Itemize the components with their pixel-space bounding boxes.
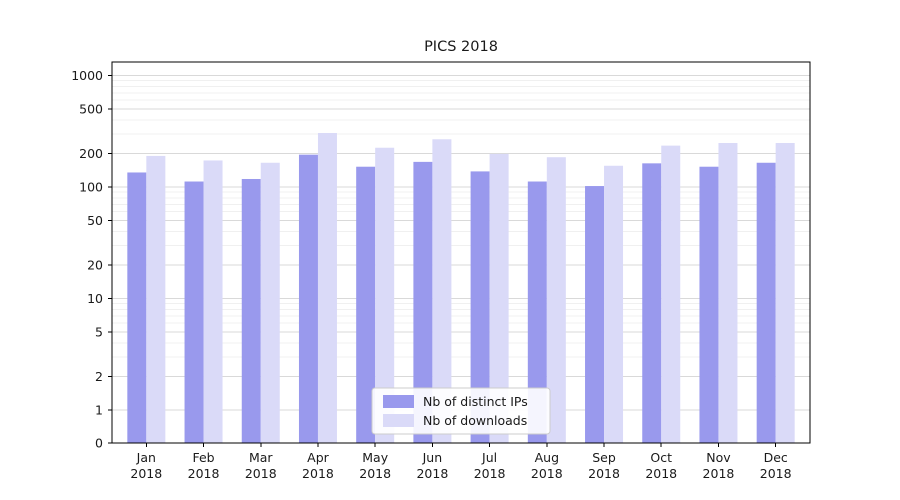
y-tick-label: 100 <box>79 180 103 195</box>
bar-nb-of-downloads-jan <box>146 155 166 443</box>
x-tick-label-month: Oct <box>650 450 672 465</box>
x-tick-label-month: Jan <box>136 450 156 465</box>
x-tick-label-year: 2018 <box>416 466 448 481</box>
x-tick-label-month: Dec <box>764 450 788 465</box>
x-tick-label-year: 2018 <box>588 466 620 481</box>
x-axis: Jan2018Feb2018Mar2018Apr2018May2018Jun20… <box>130 443 792 481</box>
major-gridlines <box>112 75 810 411</box>
x-tick-label-year: 2018 <box>302 466 334 481</box>
x-tick-label-month: Apr <box>307 450 329 465</box>
legend-label-nb-of-distinct-ips: Nb of distinct IPs <box>423 394 528 409</box>
y-tick-label: 10 <box>87 291 103 306</box>
y-axis: 0 1 2 5 10 20 50 100 200 500 1000 <box>71 68 112 451</box>
legend-swatch-nb-of-downloads <box>383 414 414 427</box>
y-tick-label: 1 <box>95 403 103 418</box>
minor-gridlines <box>112 80 810 358</box>
y-tick-label: 0 <box>95 436 103 451</box>
bar-nb-of-distinct-ips-mar <box>241 178 261 443</box>
x-tick-label-year: 2018 <box>703 466 735 481</box>
x-tick-label-year: 2018 <box>474 466 506 481</box>
bar-nb-of-distinct-ips-may <box>356 166 376 444</box>
bar-nb-of-downloads-oct <box>661 145 681 444</box>
bar-nb-of-distinct-ips-jul <box>470 171 490 443</box>
x-tick-label-year: 2018 <box>760 466 792 481</box>
legend-box <box>371 387 551 435</box>
y-tick-label: 20 <box>87 257 103 272</box>
bar-nb-of-downloads-jun <box>432 139 452 443</box>
bar-nb-of-downloads-dec <box>775 143 795 444</box>
y-tick-label: 50 <box>87 213 103 228</box>
bar-nb-of-downloads-feb <box>203 160 223 443</box>
legend: Nb of distinct IPs Nb of downloads <box>371 387 551 435</box>
bar-nb-of-distinct-ips-dec <box>756 162 776 443</box>
y-tick-label: 2 <box>95 369 103 384</box>
bar-nb-of-distinct-ips-nov <box>699 166 719 444</box>
y-tick-label: 200 <box>79 146 103 161</box>
chart-title: PICS 2018 <box>424 39 498 55</box>
x-tick-label-month: Feb <box>192 450 214 465</box>
bar-nb-of-distinct-ips-jan <box>127 172 147 444</box>
bar-nb-of-distinct-ips-feb <box>184 181 204 443</box>
bar-nb-of-downloads-sep <box>604 165 624 443</box>
x-tick-label-year: 2018 <box>188 466 220 481</box>
x-tick-label-month: Jul <box>481 450 497 465</box>
y-tick-label: 5 <box>95 325 103 340</box>
legend-label-nb-of-downloads: Nb of downloads <box>423 413 527 428</box>
bar-nb-of-distinct-ips-sep <box>585 186 605 443</box>
bar-nb-of-downloads-aug <box>546 157 566 443</box>
legend-swatch-nb-of-distinct-ips <box>383 395 414 408</box>
x-tick-label-year: 2018 <box>130 466 162 481</box>
x-tick-label-year: 2018 <box>645 466 677 481</box>
x-tick-label-year: 2018 <box>245 466 277 481</box>
bar-nb-of-downloads-mar <box>260 162 280 443</box>
bar-nb-of-distinct-ips-apr <box>298 154 318 444</box>
x-tick-label-month: Mar <box>249 450 273 465</box>
x-tick-label-month: Jun <box>422 450 443 465</box>
bar-nb-of-downloads-apr <box>317 133 337 444</box>
bar-nb-of-downloads-nov <box>718 143 738 444</box>
bar-nb-of-distinct-ips-jun <box>413 161 433 443</box>
bars <box>127 133 795 444</box>
bar-nb-of-downloads-may <box>375 147 395 444</box>
x-tick-label-year: 2018 <box>359 466 391 481</box>
x-tick-label-month: Nov <box>706 450 731 465</box>
x-tick-label-month: Sep <box>592 450 616 465</box>
x-tick-label-year: 2018 <box>531 466 563 481</box>
y-tick-label: 500 <box>79 102 103 117</box>
x-tick-label-month: Aug <box>535 450 559 465</box>
bar-nb-of-distinct-ips-oct <box>642 163 662 444</box>
x-tick-label-month: May <box>362 450 388 465</box>
bar-nb-of-downloads-jul <box>489 153 509 444</box>
plot-frame <box>111 61 811 444</box>
y-tick-label: 1000 <box>71 68 103 83</box>
bar-nb-of-distinct-ips-aug <box>527 181 547 443</box>
